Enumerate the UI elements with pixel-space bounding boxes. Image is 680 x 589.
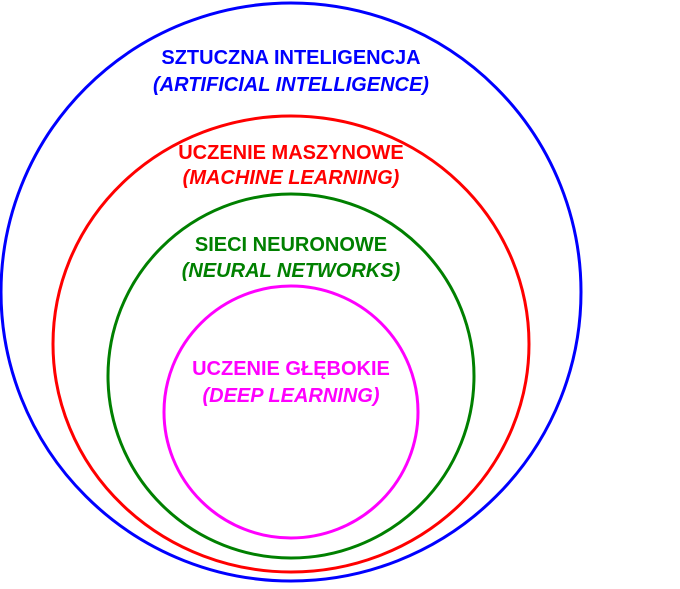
set-dl: UCZENIE GŁĘBOKIE (DEEP LEARNING) (162, 284, 420, 540)
set-ml: UCZENIE MASZYNOWE (MACHINE LEARNING) (51, 114, 531, 574)
nn-subtitle: (NEURAL NETWORKS) (182, 260, 401, 282)
dl-title: UCZENIE GŁĘBOKIE (192, 358, 390, 380)
ai-subtitle: (ARTIFICIAL INTELLIGENCE) (153, 74, 429, 96)
ai-circle (0, 1, 583, 583)
ml-subtitle: (MACHINE LEARNING) (183, 167, 400, 189)
nn-circle (106, 192, 476, 560)
ml-circle (51, 114, 531, 574)
ml-title: UCZENIE MASZYNOWE (178, 142, 404, 164)
ai-title: SZTUCZNA INTELIGENCJA (161, 47, 420, 69)
dl-circle (162, 284, 420, 540)
dl-subtitle: (DEEP LEARNING) (202, 385, 379, 407)
set-ai: SZTUCZNA INTELIGENCJA (ARTIFICIAL INTELL… (0, 1, 583, 583)
nn-title: SIECI NEURONOWE (195, 234, 387, 256)
set-nn: SIECI NEURONOWE (NEURAL NETWORKS) (106, 192, 476, 560)
